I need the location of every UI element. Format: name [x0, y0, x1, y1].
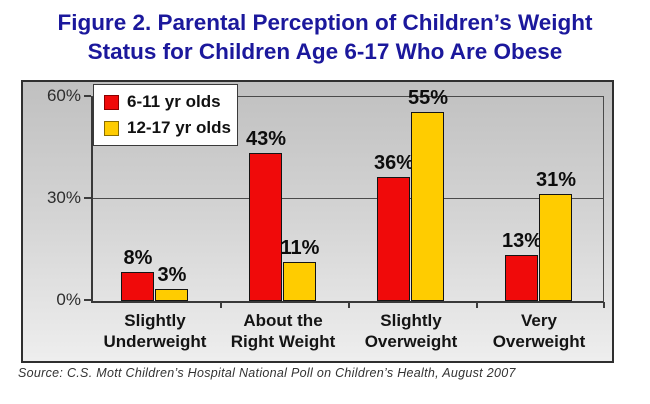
chart-legend: 6-11 yr olds 12-17 yr olds: [93, 84, 238, 146]
x-axis-tick: [476, 302, 478, 308]
legend-item: 12-17 yr olds: [104, 118, 237, 138]
legend-label: 6-11 yr olds: [127, 92, 221, 111]
figure-title: Figure 2. Parental Perception of Childre…: [57, 10, 593, 64]
x-axis-category-label: About the Right Weight: [230, 311, 336, 351]
bar-series2: [539, 194, 572, 301]
x-axis-category-label: Very Overweight: [492, 311, 586, 351]
chart-frame: 8% 3% 43% 11% 36% 55% 13% 31% 6-11 yr olds 12-17…: [21, 80, 614, 363]
source-note: Source: C.S. Mott Children’s Hospital Na…: [18, 366, 516, 380]
y-axis-label: 60%: [46, 86, 81, 105]
x-axis-category-label: Slightly Underweight: [103, 311, 207, 351]
legend-label: 12-17 yr olds: [127, 118, 231, 137]
bar-value-label: 13%: [501, 230, 543, 252]
bar-value-label: 31%: [535, 169, 577, 191]
legend-swatch-icon: [104, 120, 119, 136]
bar-value-label: 43%: [245, 128, 287, 150]
x-axis-tick: [220, 302, 222, 308]
bar-series2: [283, 262, 316, 301]
bar-series2: [155, 289, 188, 301]
y-axis-label: 0%: [56, 290, 81, 309]
bar-value-label: 55%: [407, 87, 449, 109]
x-axis-tick: [603, 302, 605, 308]
gridline: [93, 198, 603, 199]
bar-series1: [249, 153, 282, 301]
x-axis-category-label: Slightly Overweight: [364, 311, 458, 351]
y-axis-tick: [84, 95, 91, 97]
y-axis-label: 30%: [46, 188, 81, 207]
bar-series1: [377, 177, 410, 301]
plot-area: 8% 3% 43% 11% 36% 55% 13% 31%: [91, 87, 604, 303]
legend-item: 6-11 yr olds: [104, 92, 237, 112]
y-axis-tick: [84, 197, 91, 199]
bar-value-label: 36%: [373, 152, 415, 174]
bar-series2: [411, 112, 444, 301]
x-axis-tick: [348, 302, 350, 308]
legend-swatch-icon: [104, 94, 119, 110]
bar-series1: [121, 272, 154, 301]
y-axis-tick: [84, 299, 91, 301]
bar-series1: [505, 255, 538, 301]
bar-value-label: 8%: [123, 247, 153, 269]
bar-value-label: 11%: [280, 237, 320, 259]
bar-value-label: 3%: [157, 264, 187, 286]
